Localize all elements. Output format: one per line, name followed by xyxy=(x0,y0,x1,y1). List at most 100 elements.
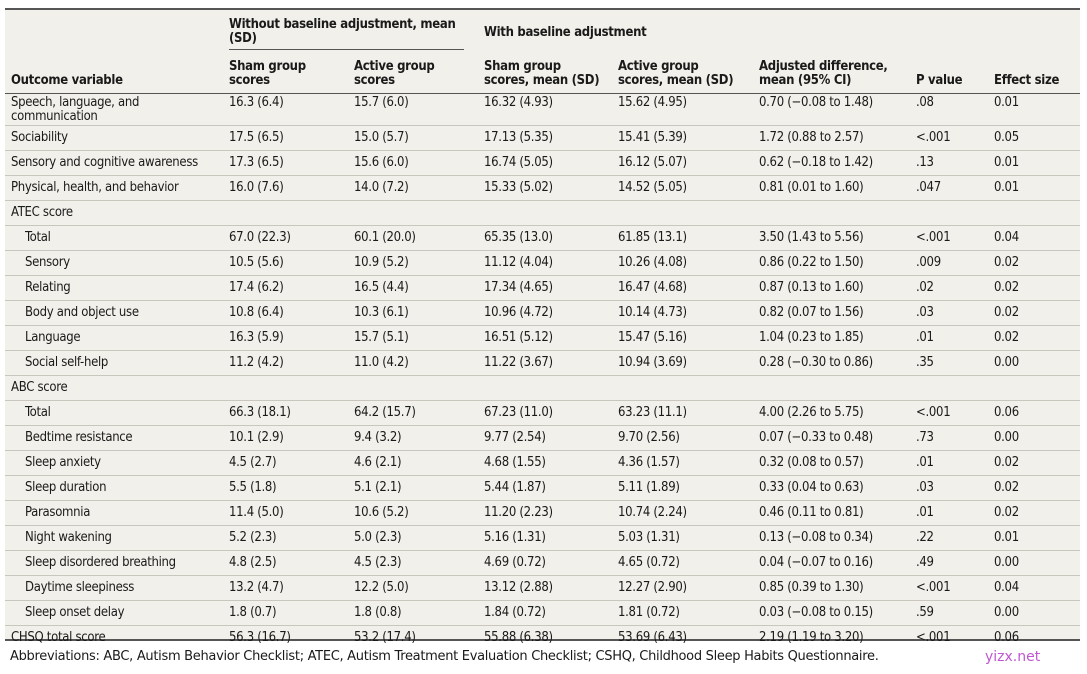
table-cell: 15.41 (5.39) xyxy=(612,125,753,151)
table-row: Parasomnia 11.4 (5.0) 10.6 (5.2) 11.20 (2.2… xyxy=(5,500,1080,526)
table-cell: 11.22 (3.67) xyxy=(478,350,612,376)
column-header: Sham group scores xyxy=(223,50,348,94)
table-cell: 66.3 (18.1) xyxy=(223,400,348,426)
column-header: Active group scores xyxy=(348,50,478,94)
table-row: CHSQ total score 56.3 (16.7) 53.2 (17.4) 55… xyxy=(5,625,1080,651)
table-cell: 5.44 (1.87) xyxy=(478,475,612,501)
group-header-row: Without baseline adjustment, mean (SD) W… xyxy=(5,10,1080,50)
table-cell: 11.20 (2.23) xyxy=(478,500,612,526)
table-cell: 4.5 (2.7) xyxy=(223,450,348,476)
table-cell: 0.03 (−0.08 to 0.15) xyxy=(753,600,910,626)
table-cell: 11.2 (4.2) xyxy=(223,350,348,376)
table-cell: 0.04 xyxy=(988,575,1080,601)
row-label: Relating xyxy=(5,275,223,301)
table-cell: 14.0 (7.2) xyxy=(348,175,478,201)
table-row: Sensory 10.5 (5.6) 10.9 (5.2) 11.12 (4.04) 1… xyxy=(5,250,1080,276)
table-cell: 16.32 (4.93) xyxy=(484,95,553,110)
table-cell: 15.62 (4.95) xyxy=(618,95,687,110)
table-row: ABC score xyxy=(5,375,1080,401)
table-cell xyxy=(910,200,988,226)
table-cell: .01 xyxy=(910,325,988,351)
table-cell: 15.7 (5.1) xyxy=(348,325,478,351)
table-cell: 4.36 (1.57) xyxy=(612,450,753,476)
table-cell: 0.46 (0.11 to 0.81) xyxy=(753,500,910,526)
table-cell: <.001 xyxy=(910,575,988,601)
table-cell: 0.13 (−0.08 to 0.34) xyxy=(753,525,910,551)
table-cell: 0.01 xyxy=(988,150,1080,176)
group-header-adjusted-label: With baseline adjustment xyxy=(484,24,647,40)
table-cell xyxy=(988,375,1080,401)
table-cell: 0.04 xyxy=(988,225,1080,251)
table-cell: 16.0 (7.6) xyxy=(223,175,348,201)
table-cell: 11.4 (5.0) xyxy=(223,500,348,526)
table-cell: 0.06 xyxy=(988,400,1080,426)
table-cell: 0.01 xyxy=(994,95,1019,110)
table-cell: 65.35 (13.0) xyxy=(478,225,612,251)
row-label: Parasomnia xyxy=(5,500,223,526)
table-cell: 0.85 (0.39 to 1.30) xyxy=(753,575,910,601)
table-cell: 10.14 (4.73) xyxy=(612,300,753,326)
row-label: Sensory and cognitive awareness xyxy=(5,150,223,176)
table-cell: .73 xyxy=(910,425,988,451)
table-cell: 10.6 (5.2) xyxy=(348,500,478,526)
table-cell: 0.02 xyxy=(988,250,1080,276)
group-header-adjusted: With baseline adjustment xyxy=(478,10,1080,50)
row-label: Total xyxy=(5,225,223,251)
table-cell: 5.0 (2.3) xyxy=(348,525,478,551)
table-cell: 0.02 xyxy=(988,275,1080,301)
table-cell: 13.12 (2.88) xyxy=(478,575,612,601)
table-cell xyxy=(348,375,478,401)
table-cell: 0.82 (0.07 to 1.56) xyxy=(753,300,910,326)
table-cell: <.001 xyxy=(910,125,988,151)
table-cell: 3.50 (1.43 to 5.56) xyxy=(753,225,910,251)
row-label: Social self-help xyxy=(5,350,223,376)
table-row: ATEC score xyxy=(5,200,1080,226)
table-cell: 9.77 (2.54) xyxy=(478,425,612,451)
table-cell: 0.00 xyxy=(988,600,1080,626)
table-cell: 16.51 (5.12) xyxy=(478,325,612,351)
table-cell: 0.86 (0.22 to 1.50) xyxy=(753,250,910,276)
table-cell: 0.87 (0.13 to 1.60) xyxy=(753,275,910,301)
table-cell: 15.6 (6.0) xyxy=(348,150,478,176)
table-row: Sleep duration 5.5 (1.8) 5.1 (2.1) 5.44 (1.… xyxy=(5,475,1080,501)
column-header: Active group scores, mean (SD) xyxy=(612,50,753,94)
column-header: Outcome variable xyxy=(5,50,223,94)
table-cell: 1.8 (0.8) xyxy=(348,600,478,626)
table-cell: 4.6 (2.1) xyxy=(348,450,478,476)
table-cell: .01 xyxy=(910,500,988,526)
table-cell: 5.11 (1.89) xyxy=(612,475,753,501)
table-cell: 4.65 (0.72) xyxy=(612,550,753,576)
table-cell: 15.47 (5.16) xyxy=(612,325,753,351)
table-cell xyxy=(988,200,1080,226)
table-cell: 0.02 xyxy=(988,325,1080,351)
watermark: yizx.net xyxy=(985,649,1041,665)
table-body: Speech, language, and communication 16.3 … xyxy=(5,94,1080,651)
row-label: Language xyxy=(5,325,223,351)
table-cell: 0.02 xyxy=(988,500,1080,526)
table-cell: 10.94 (3.69) xyxy=(612,350,753,376)
table-cell: 16.74 (5.05) xyxy=(478,150,612,176)
table-cell xyxy=(910,375,988,401)
table-cell: 55.88 (6.38) xyxy=(478,625,612,651)
table-row: Daytime sleepiness 13.2 (4.7) 12.2 (5.0) 13… xyxy=(5,575,1080,601)
table-row: Sleep onset delay 1.8 (0.7) 1.8 (0.8) 1.84 … xyxy=(5,600,1080,626)
table-cell xyxy=(612,200,753,226)
table-cell: 14.52 (5.05) xyxy=(612,175,753,201)
table-cell: 63.23 (11.1) xyxy=(612,400,753,426)
table-cell: 10.3 (6.1) xyxy=(348,300,478,326)
table-cell: 53.2 (17.4) xyxy=(348,625,478,651)
group-header-unadjusted: Without baseline adjustment, mean (SD) xyxy=(223,10,478,50)
table-cell: 0.00 xyxy=(988,350,1080,376)
table-cell: .35 xyxy=(910,350,988,376)
table-cell xyxy=(223,375,348,401)
table-row: Sleep anxiety 4.5 (2.7) 4.6 (2.1) 4.68 (1.5… xyxy=(5,450,1080,476)
table-cell xyxy=(753,200,910,226)
table-cell: <.001 xyxy=(910,400,988,426)
row-label: Sensory xyxy=(5,250,223,276)
table-row: Total 67.0 (22.3) 60.1 (20.0) 65.35 (13.0) 6… xyxy=(5,225,1080,251)
table-row: Night wakening 5.2 (2.3) 5.0 (2.3) 5.16 (1.… xyxy=(5,525,1080,551)
table-cell: 15.0 (5.7) xyxy=(348,125,478,151)
table-cell: 4.00 (2.26 to 5.75) xyxy=(753,400,910,426)
table-cell: .22 xyxy=(910,525,988,551)
table-cell: 17.13 (5.35) xyxy=(478,125,612,151)
